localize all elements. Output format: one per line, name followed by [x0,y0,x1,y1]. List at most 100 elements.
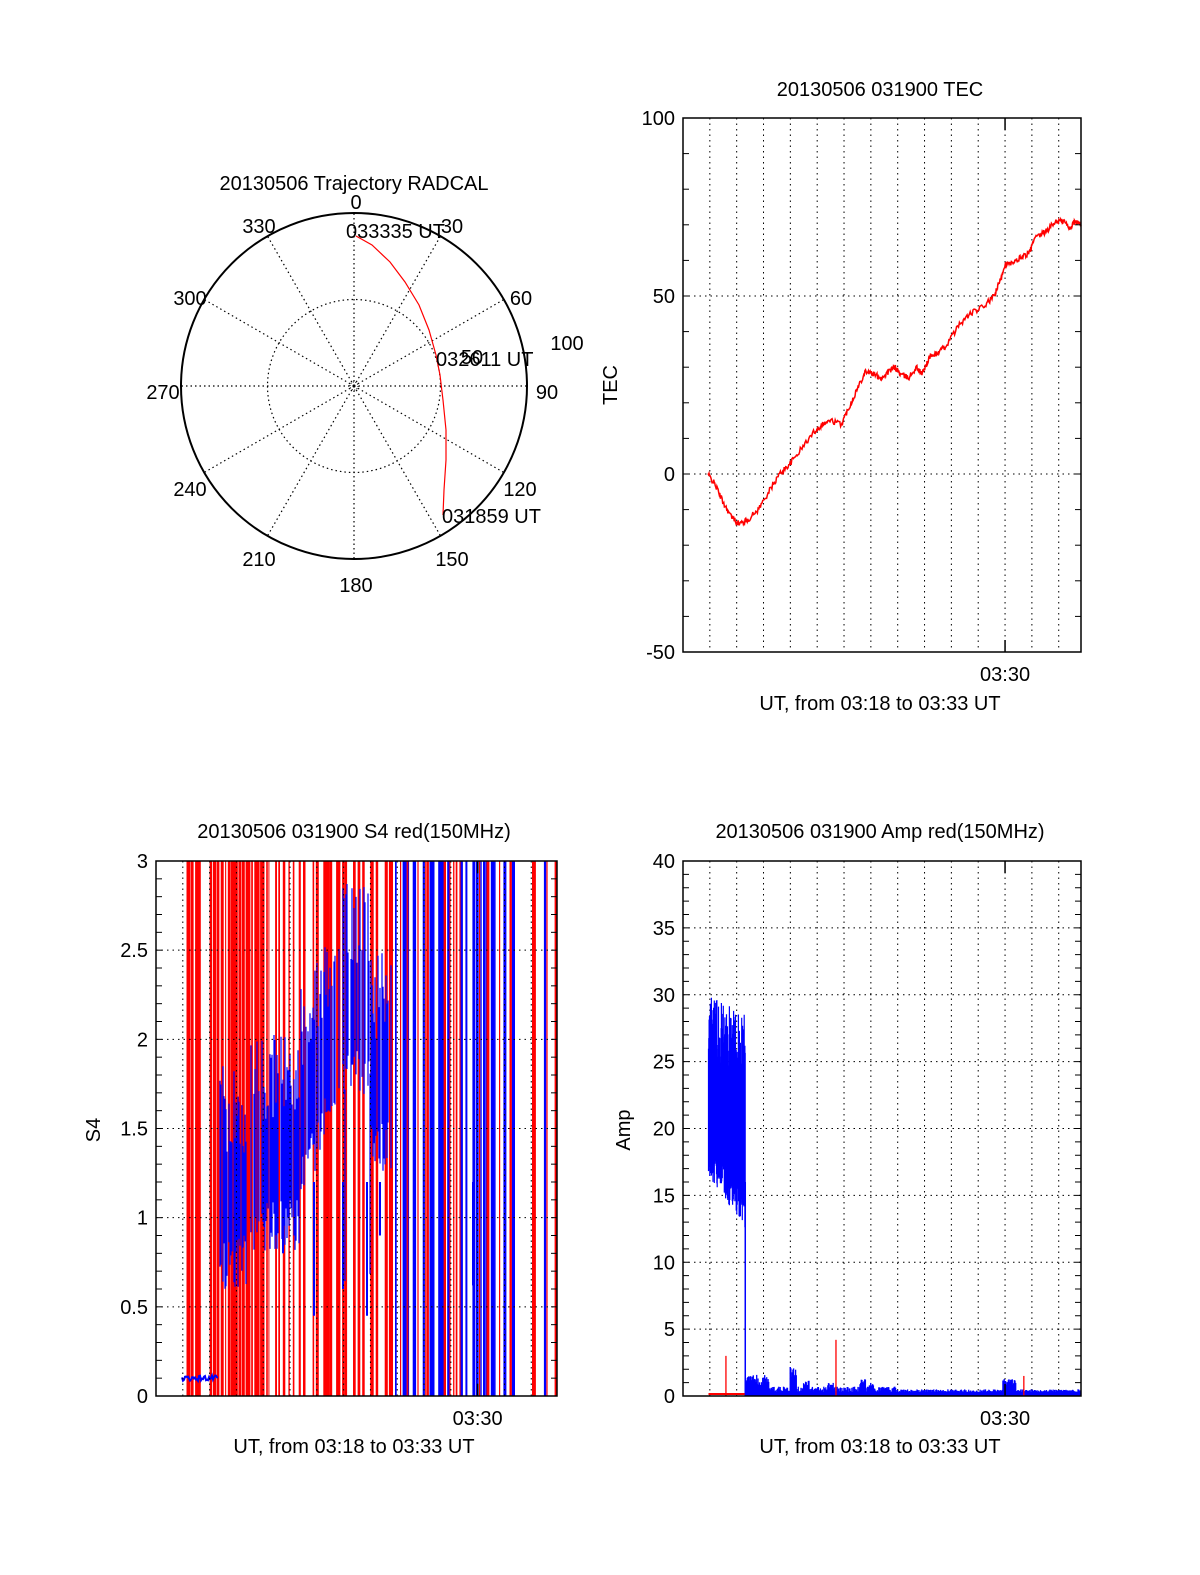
polar-center [349,381,359,391]
polar-angle-label: 240 [173,479,206,501]
polar-trajectory-chart: 20130506 Trajectory RADCAL 0 30 60 90 120 150… [146,173,583,597]
s4-red-bar [455,861,458,1396]
y-tick-label: 3 [137,851,148,873]
s4-blue-bar [412,861,417,1396]
s4-red-bar [532,861,534,1396]
polar-annotation-mid: 032611 UT [436,349,533,371]
s4-red-bar [400,861,402,1396]
s4-red-bar [443,861,446,1396]
polar-outer-circle [180,212,528,560]
s4-red-bar [449,861,451,1396]
y-tick-label: 2.5 [120,940,148,962]
y-tick-label: 0.5 [120,1297,148,1319]
amp-title: 20130506 031900 Amp red(150MHz) [715,821,1044,843]
polar-spoke [353,235,442,387]
polar-spoke [203,298,355,387]
s4-red-bar [357,861,361,1396]
s4-red-bar [407,861,409,1396]
s4-red-bar [479,861,481,1396]
polar-angle-label: 150 [435,549,468,571]
s4-red-bar [278,861,280,1396]
s4-red-bar [417,861,419,1396]
y-tick-label: 40 [653,851,675,873]
polar-angle-label: 180 [339,575,372,597]
s4-red-bar [509,861,512,1396]
amp-y-label: Amp [613,1109,635,1150]
s4-red-bar [534,861,536,1396]
polar-angle-label: 120 [503,479,536,501]
polar-grid [180,212,528,560]
amp-chart: 20130506 031900 Amp red(150MHz) 0 5 10 15 20… [613,821,1082,1458]
s4-red-bar [199,861,201,1396]
s4-red-bar [195,861,199,1396]
amp-grid [683,861,1081,1396]
polar-radial-labels: 50 100 [461,333,584,369]
y-tick-label: 2 [137,1029,148,1051]
y-tick-label: 35 [653,918,675,940]
s4-blue-bar [438,861,443,1396]
s4-red-bar [486,861,490,1396]
s4-red-bar [362,861,365,1396]
s4-blue-bar [422,861,425,1396]
polar-annotation-start: 031859 UT [442,506,541,528]
s4-blue-bar [465,861,468,1396]
s4-title: 20130506 031900 S4 red(150MHz) [197,821,511,843]
s4-blue-bar [472,861,475,1396]
y-tick-label: 0 [664,464,675,486]
y-tick-label: 0 [664,1386,675,1408]
polar-angle-label: 30 [441,216,463,238]
s4-blue-bar [475,861,479,1396]
s4-grid [156,861,557,1396]
s4-blue-bar [543,861,547,1396]
s4-red-bar [247,861,251,1396]
y-tick-label: 20 [653,1119,675,1141]
amp-bars [707,997,1082,1396]
s4-y-label: S4 [83,1118,105,1142]
tec-y-label: TEC [600,365,622,405]
y-tick-label: 30 [653,985,675,1007]
y-tick-label: 50 [653,286,675,308]
s4-blue-bar [503,861,507,1396]
tec-title: 20130506 031900 TEC [777,79,983,101]
polar-angle-label: 270 [146,382,179,404]
s4-bars [181,861,557,1396]
polar-angle-label: 60 [510,288,532,310]
y-tick-label: 25 [653,1052,675,1074]
x-tick-label: 03:30 [453,1408,503,1430]
s4-red-bar [268,861,270,1396]
s4-red-bar [533,861,536,1396]
s4-blue-bar [511,861,515,1396]
s4-red-bar [344,861,348,1396]
s4-blue-bar [483,861,486,1396]
s4-red-bar [336,861,338,1396]
s4-blue-bar [432,861,435,1396]
polar-angle-label: 300 [173,288,206,310]
s4-red-bar [329,861,333,1396]
s4-red-bar [209,861,213,1396]
s4-blue-bar [494,861,496,1396]
amp-x-label: UT, from 03:18 to 03:33 UT [759,1436,1000,1458]
polar-spoke [266,235,355,387]
polar-annotations: 031859 UT 032611 UT 033335 UT [346,221,541,528]
polar-angle-label: 0 [350,192,361,214]
s4-red-bar [190,861,194,1396]
y-tick-label: -50 [646,642,675,664]
polar-title: 20130506 Trajectory RADCAL [219,173,488,195]
polar-angle-labels: 0 30 60 90 120 150 180 210 240 270 300 330 [146,192,558,597]
s4-blue-bar [395,861,397,1396]
polar-spoke [353,298,505,387]
s4-red-bar [337,861,341,1396]
y-tick-label: 0 [137,1386,148,1408]
polar-angle-label: 330 [242,216,275,238]
s4-red-bar [186,861,190,1396]
tec-series-line [707,216,1082,527]
s4-red-bar [509,861,511,1396]
y-tick-label: 5 [664,1319,675,1341]
tec-axes: -50 0 50 100 03:30 [642,108,1082,686]
s4-red-bar [256,861,260,1396]
s4-blue-bar [485,861,487,1396]
s4-red-bar [230,861,234,1396]
y-tick-label: 100 [642,108,675,130]
s4-x-label: UT, from 03:18 to 03:33 UT [233,1436,474,1458]
